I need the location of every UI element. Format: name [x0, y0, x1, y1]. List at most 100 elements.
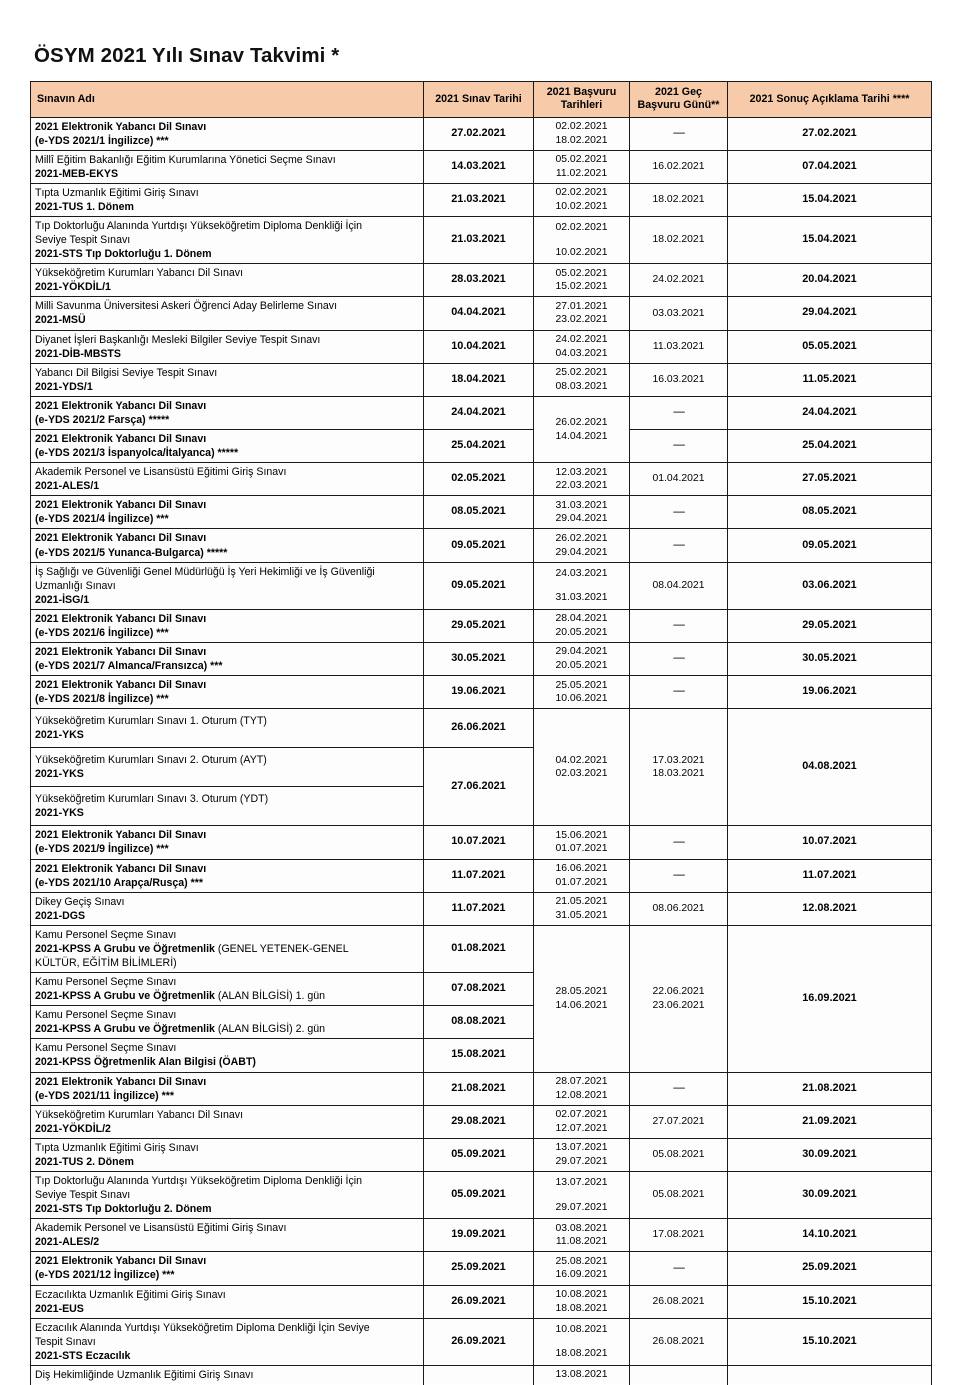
cell-result-date: 04.08.2021	[727, 708, 932, 827]
table-row: Yükseköğretim Kurumları Sınavı 1. Oturum…	[30, 708, 932, 827]
cell-result-date: 29.05.2021	[727, 608, 932, 644]
cell-late-application-day: 01.04.2021	[629, 462, 728, 497]
application-start-date: 05.02.2021	[555, 154, 608, 166]
exam-name-line: 2021-TUS 1. Dönem	[35, 200, 134, 213]
application-start-date: 24.03.2021	[555, 567, 608, 579]
cell-exam-date: 26.09.2021	[423, 1317, 534, 1366]
cell-late-application-day: -----	[629, 429, 728, 464]
application-end-date: 16.09.2021	[555, 1269, 608, 1281]
cell-exam-date: 21.08.2021	[423, 1071, 534, 1106]
cell-late-application-day: 05.08.2021	[629, 1170, 728, 1220]
cell-late-application-day: -----	[629, 608, 728, 644]
cell-result-date: 27.02.2021	[727, 116, 932, 151]
application-end-date: 18.08.2021	[555, 1302, 608, 1314]
no-late-application-dash: -----	[672, 440, 686, 452]
cell-late-application-day	[629, 1364, 728, 1385]
table-row: Eczacılık Alanında Yurtdışı Yükseköğreti…	[30, 1317, 932, 1366]
cell-exam-date: 19.06.2021	[423, 675, 534, 710]
no-late-application-dash: -----	[672, 407, 686, 419]
exam-name-line: Millî Eğitim Bakanlığı Eğitim Kurumların…	[35, 153, 336, 166]
exam-name-line: 2021 Elektronik Yabancı Dil Sınavı	[35, 829, 207, 842]
cell-late-application-day: 16.02.2021	[629, 149, 728, 184]
cell-application-dates: 03.08.2021 11.08.2021	[533, 1218, 630, 1253]
application-start-date: 16.06.2021	[555, 862, 608, 874]
application-end-date: 10.06.2021	[555, 693, 608, 705]
application-end-date: 12.08.2021	[555, 1089, 608, 1101]
application-start-date: 25.02.2021	[555, 367, 608, 379]
exam-name-line: (e-YDS 2021/2 Farsça) *****	[35, 413, 170, 426]
table-row: Diyanet İşleri Başkanlığı Mesleki Bilgil…	[30, 329, 932, 364]
no-late-application-dash: -----	[672, 620, 686, 632]
application-start-date: 15.06.2021	[555, 829, 608, 841]
exam-name-line: İş Sağlığı ve Güvenliği Genel Müdürlüğü …	[35, 565, 375, 578]
late-application-date: 05.08.2021	[652, 1149, 705, 1161]
no-late-application-dash: -----	[672, 506, 686, 518]
cell-exam-date: 09.05.2021	[423, 528, 534, 563]
cell-late-application-day: 08.04.2021	[629, 561, 728, 610]
exam-name-line: Yabancı Dil Bilgisi Seviye Tespit Sınavı	[35, 366, 218, 379]
column-header-application-dates: 2021 Başvuru Tarihleri	[533, 81, 630, 118]
exam-name-line: 2021-DGS	[35, 909, 86, 922]
cell-exam-date: 27.02.2021	[423, 116, 534, 151]
cell-application-dates: 15.06.2021 01.07.2021	[533, 825, 630, 860]
cell-result-date: 27.05.2021	[727, 462, 932, 497]
cell-exam-date: 29.05.2021	[423, 608, 534, 644]
application-end-date: 15.02.2021	[555, 281, 608, 293]
late-application-date: 26.08.2021	[652, 1295, 705, 1307]
exam-name-line: (e-YDS 2021/4 İngilizce) ***	[35, 513, 169, 526]
exam-name-line: Eczacılık Alanında Yurtdışı Yükseköğreti…	[35, 1321, 370, 1334]
late-application-date: 18.02.2021	[652, 234, 705, 246]
cell-result-date: 09.05.2021	[727, 528, 932, 563]
cell-result-date: 16.09.2021	[727, 924, 932, 1073]
table-row: 2021 Elektronik Yabancı Dil Sınavı (e-YDS…	[30, 528, 932, 563]
cell-exam-name: Akademik Personel ve Lisansüstü Eğitimi …	[30, 1218, 424, 1253]
exam-name-line: Tespit Sınavı	[35, 1335, 96, 1348]
cell-exam-date: 25.04.2021	[423, 429, 534, 464]
cell-exam-date: 08.05.2021	[423, 495, 534, 530]
exam-name-line: 2021 Elektronik Yabancı Dil Sınavı	[35, 646, 207, 659]
no-late-application-dash: -----	[672, 869, 686, 881]
application-start-date: 28.04.2021	[555, 613, 608, 625]
application-end-date: 01.07.2021	[555, 876, 608, 888]
cell-late-application-day: -----	[629, 1251, 728, 1286]
cell-result-date: 10.07.2021	[727, 825, 932, 860]
table-row: 2021 Elektronik Yabancı Dil Sınavı (e-YDS…	[30, 608, 932, 644]
page-title: ÖSYM 2021 Yılı Sınav Takvimi *	[34, 44, 340, 67]
cell-late-application-day: 26.08.2021	[629, 1317, 728, 1366]
cell-exam-date: 08.08.2021	[423, 1005, 534, 1040]
cell-application-dates: 10.08.2021 18.08.2021	[533, 1317, 630, 1366]
exam-name-line: 2021-STS Tıp Doktorluğu 2. Dönem	[35, 1203, 212, 1216]
exam-name-line: Yükseköğretim Kurumları Yabancı Dil Sına…	[35, 1108, 244, 1121]
table-row: Akademik Personel ve Lisansüstü Eğitimi …	[30, 1218, 932, 1253]
application-start-date: 24.02.2021	[555, 333, 608, 345]
cell-application-dates: 13.08.2021	[533, 1364, 630, 1385]
cell-application-dates: 24.02.2021 04.03.2021	[533, 329, 630, 364]
exam-name-line: Kamu Personel Seçme Sınavı	[35, 1042, 177, 1055]
cell-exam-name: Kamu Personel Seçme Sınavı 2021-KPSS A Gr…	[30, 1005, 424, 1040]
no-late-application-dash: -----	[672, 836, 686, 848]
cell-late-application-day: -----	[629, 116, 728, 151]
cell-result-date: 11.05.2021	[727, 362, 932, 397]
cell-result-date: 21.08.2021	[727, 1071, 932, 1106]
cell-result-date: 25.09.2021	[727, 1251, 932, 1286]
exam-name-line: Tıpta Uzmanlık Eğitimi Giriş Sınavı	[35, 1141, 199, 1154]
cell-application-dates: 02.02.2021 18.02.2021	[533, 116, 630, 151]
table-row: Kamu Personel Seçme Sınavı 2021-KPSS A Gr…	[30, 1005, 932, 1040]
table-row: Millî Eğitim Bakanlığı Eğitim Kurumların…	[30, 149, 932, 184]
exam-name-line: 2021-ALES/1	[35, 480, 100, 493]
application-start-date: 02.02.2021	[555, 120, 608, 132]
late-application-date: 17.03.2021	[652, 754, 705, 766]
cell-result-date: 12.08.2021	[727, 891, 932, 926]
table-row: Dikey Geçiş Sınavı 2021-DGS 11.07.2021 21.0…	[30, 891, 932, 926]
application-end-date: 31.05.2021	[555, 909, 608, 921]
cell-result-date: 07.04.2021	[727, 149, 932, 184]
cell-late-application-day: 27.07.2021	[629, 1104, 728, 1139]
late-application-date: 26.08.2021	[652, 1335, 705, 1347]
cell-exam-date: 15.08.2021	[423, 1038, 534, 1073]
no-late-application-dash: -----	[672, 653, 686, 665]
cell-application-dates: 21.05.2021 31.05.2021	[533, 891, 630, 926]
cell-exam-date: 10.04.2021	[423, 329, 534, 364]
cell-late-application-day: -----	[629, 528, 728, 563]
late-application-date: 03.03.2021	[652, 307, 705, 319]
exam-name-line: 2021-YÖKDİL/2	[35, 1122, 111, 1135]
